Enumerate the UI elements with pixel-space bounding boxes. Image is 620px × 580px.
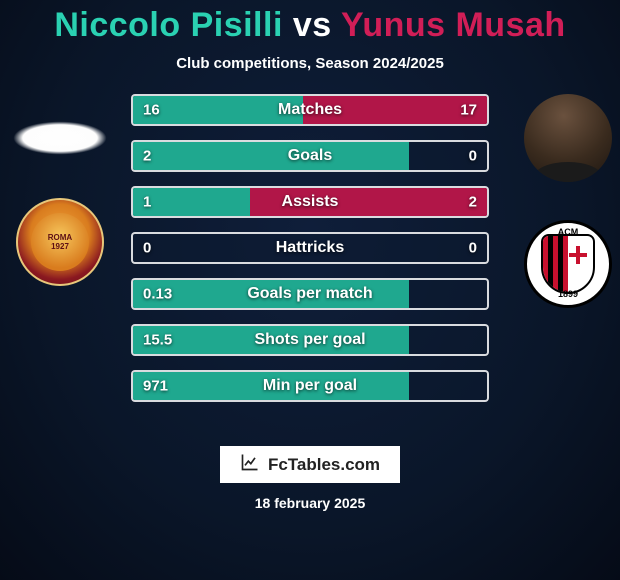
stat-value-right: 0 [469, 148, 477, 165]
stat-value-left: 15.5 [143, 332, 172, 349]
crest-milan-year: 1899 [527, 289, 609, 299]
footer-date: 18 february 2025 [255, 495, 366, 511]
subtitle: Club competitions, Season 2024/2025 [0, 55, 620, 72]
stat-label: Matches [278, 101, 342, 119]
crest-milan-shield [541, 234, 595, 294]
player2-side: ACM 1899 [524, 94, 612, 308]
stat-row: 1 2 Assists [131, 186, 489, 218]
stat-row: 2 0 Goals [131, 140, 489, 172]
stat-value-left: 0 [143, 240, 151, 257]
crest-roma-year: 1927 [51, 242, 69, 251]
stat-value-left: 2 [143, 148, 151, 165]
footer: FcTables.com 18 february 2025 [0, 446, 620, 511]
stat-value-left: 0.13 [143, 286, 172, 303]
stat-label: Assists [282, 193, 339, 211]
comparison-card: Niccolo Pisilli vs Yunus Musah Club comp… [0, 0, 620, 580]
stat-fill-left [133, 142, 409, 170]
stat-row: 0 0 Hattricks [131, 232, 489, 264]
crest-roma-label: ROMA [48, 233, 72, 242]
stat-row: 971 Min per goal [131, 370, 489, 402]
page-title: Niccolo Pisilli vs Yunus Musah [0, 6, 620, 45]
chart-icon [240, 452, 260, 477]
brand-text: FcTables.com [268, 455, 380, 475]
stat-label: Goals [288, 147, 332, 165]
stat-value-left: 971 [143, 378, 168, 395]
player1-side: ROMA 1927 [8, 94, 112, 286]
stat-rows: 16 17 Matches 2 0 Goals 1 2 Assists 0 0 Hattricks 0.… [131, 94, 489, 402]
stat-label: Hattricks [276, 239, 344, 257]
title-player1: Niccolo Pisilli [54, 6, 283, 44]
crest-roma-inner: ROMA 1927 [31, 213, 89, 271]
player2-avatar [524, 94, 612, 182]
stat-value-right: 2 [469, 194, 477, 211]
player1-club-crest: ROMA 1927 [16, 198, 104, 286]
player1-avatar [8, 116, 112, 160]
stat-label: Goals per match [247, 285, 372, 303]
title-vs: vs [283, 6, 341, 44]
stat-value-right: 17 [460, 102, 477, 119]
stat-label: Min per goal [263, 377, 357, 395]
stat-label: Shots per goal [254, 331, 365, 349]
stats-stage: ROMA 1927 ACM 1899 16 17 Matches 2 0 Goals 1 2 A… [0, 94, 620, 434]
stat-row: 16 17 Matches [131, 94, 489, 126]
player2-club-crest: ACM 1899 [524, 220, 612, 308]
brand-badge: FcTables.com [220, 446, 400, 483]
stat-value-right: 0 [469, 240, 477, 257]
stat-value-left: 1 [143, 194, 151, 211]
stat-row: 0.13 Goals per match [131, 278, 489, 310]
stat-value-left: 16 [143, 102, 160, 119]
title-player2: Yunus Musah [341, 6, 566, 44]
stat-row: 15.5 Shots per goal [131, 324, 489, 356]
